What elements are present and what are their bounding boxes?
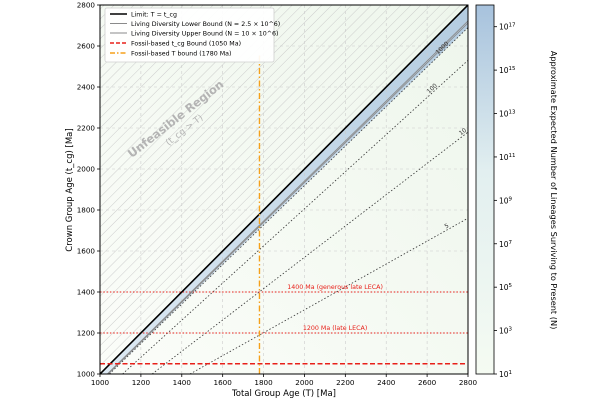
x-tick-label: 2200 — [336, 378, 355, 387]
colorbar-label: Approximate Expected Number of Lineages … — [549, 51, 559, 330]
legend-label-limit: Limit: T = t_cg — [131, 12, 177, 19]
legend-label-tcg-bound: Fossil-based t_cg Bound (1050 Ma) — [131, 41, 241, 48]
colorbar: 101 103 105 107 109 1011 1013 1015 1017 Approxim… — [475, 4, 559, 379]
series-lines — [100, 5, 468, 374]
colorbar-tick-label: 1013 — [499, 110, 516, 119]
contour-line — [189, 217, 468, 374]
y-tick-label: 2000 — [77, 165, 96, 174]
reference-line-label: 1400 Ma (generous late LECA) — [287, 284, 383, 291]
y-tick-label: 1600 — [77, 247, 96, 256]
colorbar-ticks: 101 103 105 107 109 1011 1013 1015 1017 — [494, 23, 516, 379]
y-axis-ticks: 1000 1200 1400 1600 1800 2000 2200 2400 2600 2800 — [77, 1, 100, 379]
contour-label: 10 — [458, 127, 468, 137]
lower-bound-line — [107, 22, 468, 374]
y-tick-label: 2400 — [77, 83, 96, 92]
plot-frame — [99, 4, 469, 375]
limit-line — [100, 5, 468, 374]
contour-line — [122, 60, 468, 374]
y-tick-label: 1000 — [77, 370, 96, 379]
x-tick-label: 1600 — [214, 378, 233, 387]
x-tick-label: 2800 — [459, 378, 478, 387]
upper-bound-line — [107, 20, 468, 374]
reference-labels: 1400 Ma (generous late LECA) 1200 Ma (lat… — [287, 284, 383, 332]
colorbar-gradient — [475, 4, 495, 375]
x-tick-label: 1000 — [91, 378, 110, 387]
x-tick-label: 1200 — [132, 378, 151, 387]
legend-label-upper-bound: Living Diversity Upper Bound (N = 10 × 1… — [131, 31, 278, 38]
contour-label: 5 — [443, 222, 450, 230]
y-tick-label: 1200 — [77, 329, 96, 338]
colorbar-tick-label: 1017 — [499, 23, 516, 32]
contour-line — [109, 27, 468, 374]
x-tick-label: 2400 — [377, 378, 396, 387]
x-tick-label: 1800 — [254, 378, 273, 387]
x-tick-label: 2600 — [418, 378, 437, 387]
y-tick-label: 2200 — [77, 124, 96, 133]
colorbar-tick-label: 101 — [499, 370, 512, 379]
colorbar-tick-label: 109 — [499, 196, 513, 205]
colorbar-tick-label: 1011 — [499, 153, 516, 162]
colorbar-tick-label: 103 — [499, 327, 513, 336]
colorbar-tick-label: 1015 — [499, 66, 516, 75]
colorbar-tick-label: 107 — [499, 240, 513, 249]
legend-label-t-bound: Fossil-based T bound (1780 Ma) — [131, 51, 232, 58]
y-axis-label: Crown Group Age (t_cg) [Ma] — [65, 128, 75, 251]
x-tick-label: 2000 — [295, 378, 314, 387]
x-tick-label: 1400 — [173, 378, 192, 387]
colorbar-tick-label: 105 — [499, 283, 513, 292]
legend-box — [104, 7, 275, 63]
legend: Limit: T = t_cg Living Diversity Lower B… — [104, 7, 280, 63]
contour-lines — [109, 27, 468, 374]
y-tick-label: 2800 — [77, 1, 96, 10]
y-tick-label: 1800 — [77, 206, 96, 215]
y-tick-label: 2600 — [77, 42, 96, 51]
x-axis-label: Total Group Age (T) [Ma] — [231, 389, 336, 399]
x-axis-ticks: 1000 1200 1400 1600 1800 2000 2200 2400 2600 2800 — [91, 374, 478, 387]
legend-label-lower-bound: Living Diversity Lower Bound (N = 2.5 × … — [131, 21, 280, 28]
y-tick-label: 1400 — [77, 288, 96, 297]
reference-line-label: 1200 Ma (late LECA) — [303, 325, 367, 332]
